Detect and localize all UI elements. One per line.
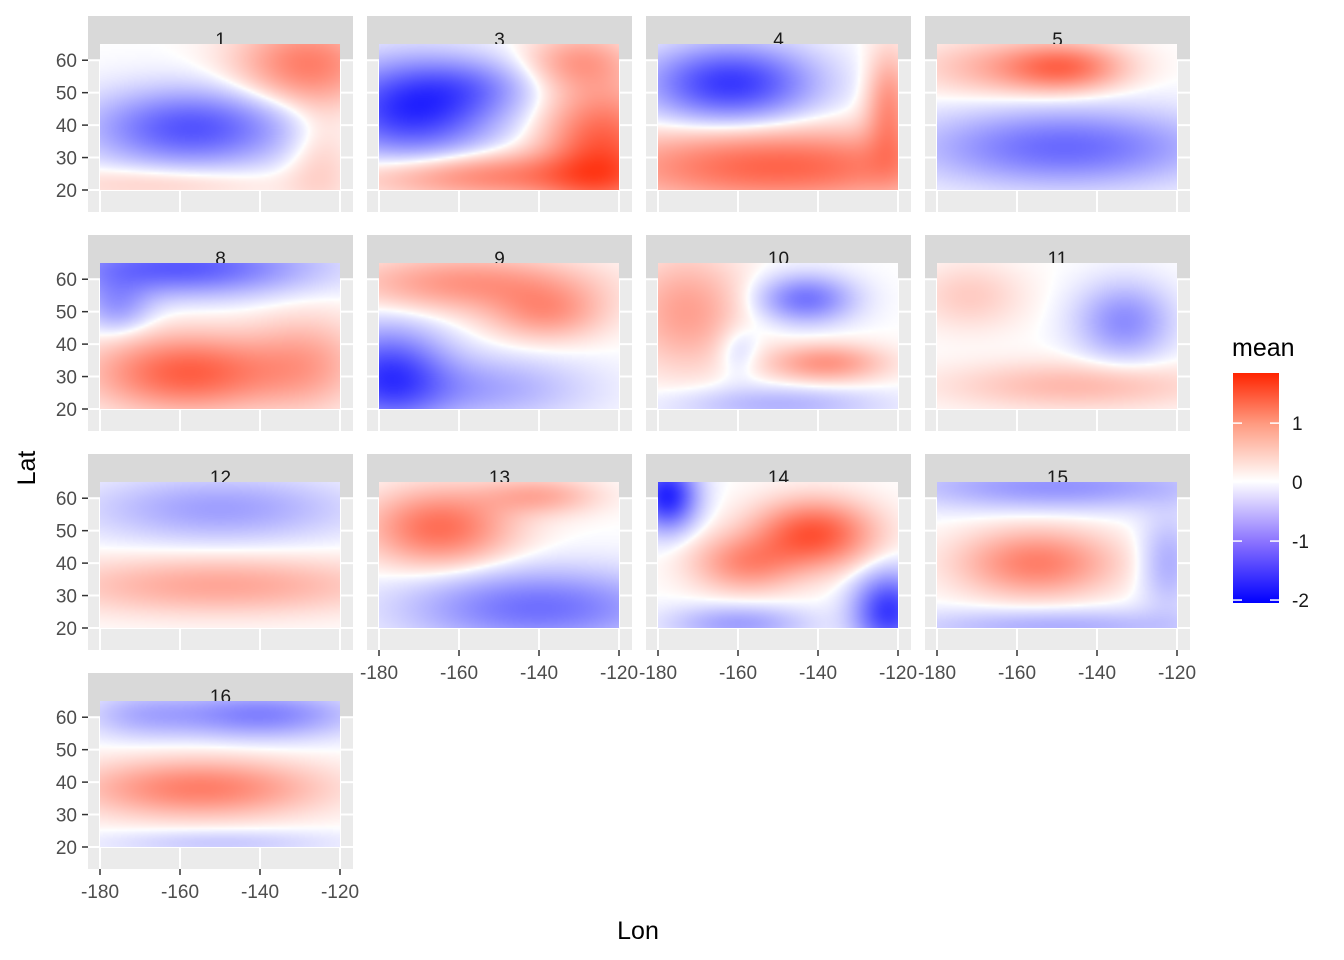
x-tick-label: -180 <box>81 882 119 903</box>
x-tick-label: -180 <box>639 663 677 684</box>
x-tick-label: -160 <box>440 663 478 684</box>
y-tick-label: 40 <box>56 554 77 575</box>
x-axis-title: Lon <box>617 917 659 945</box>
legend-tick-label: -2 <box>1292 591 1309 612</box>
y-tick-label: 50 <box>56 741 77 762</box>
legend-ticks: 1 0 -1 -2 <box>1233 414 1309 612</box>
facet-panel-11: 11 <box>925 235 1190 431</box>
heatmap-field <box>100 482 340 628</box>
y-tick-label: 20 <box>56 400 77 421</box>
y-tick-label: 20 <box>56 838 77 859</box>
heatmap-field <box>379 263 619 409</box>
y-tick-label: 60 <box>56 708 77 729</box>
y-tick-label: 20 <box>56 181 77 202</box>
facet-panel-3: 3 <box>367 16 632 212</box>
facet-panel-5: 5 <box>925 16 1190 212</box>
x-tick-label: -140 <box>241 882 279 903</box>
y-axis-title: Lat <box>13 451 41 486</box>
heatmap-field <box>658 263 898 409</box>
facet-panel-14: 14-180 -160 -140 -120 <box>639 454 917 684</box>
heatmap-field <box>379 482 619 628</box>
y-tick-label: 50 <box>56 303 77 324</box>
y-tick-label: 40 <box>56 335 77 356</box>
x-tick-label: -140 <box>1078 663 1116 684</box>
x-tick-label: -160 <box>161 882 199 903</box>
y-tick-label: 60 <box>56 51 77 72</box>
legend-tick-label: -1 <box>1292 532 1309 553</box>
facet-strip-label: 5 <box>1052 30 1063 51</box>
facet-panel-13: 13-180 -160 -140 -120 <box>360 454 638 684</box>
facet-strip-label: 9 <box>494 249 505 270</box>
x-tick-label: -140 <box>520 663 558 684</box>
heatmap-field <box>937 482 1177 628</box>
x-tick-label: -180 <box>360 663 398 684</box>
heatmap-field <box>658 482 898 628</box>
facet-panel-15: 15-180 -160 -140 -120 <box>918 454 1196 684</box>
legend-title: mean <box>1232 334 1295 362</box>
heatmap-field <box>100 263 340 409</box>
y-tick-label: 40 <box>56 116 77 137</box>
y-tick-label: 30 <box>56 806 77 827</box>
y-tick-label: 50 <box>56 522 77 543</box>
facet-panel-10: 10 <box>646 235 911 431</box>
heatmap-field <box>937 263 1177 409</box>
facet-strip-label: 4 <box>773 30 784 51</box>
x-tick-label: -160 <box>998 663 1036 684</box>
heatmap-field <box>100 44 340 190</box>
y-tick-label: 60 <box>56 270 77 291</box>
legend-tick-label: 1 <box>1292 414 1303 435</box>
heatmap-field <box>379 44 619 190</box>
legend-colorbar <box>1233 373 1279 603</box>
facet-panel-4: 4 <box>646 16 911 212</box>
y-tick-label: 30 <box>56 587 77 608</box>
heatmap-field <box>658 44 898 190</box>
facet-strip-label: 1 <box>215 30 226 51</box>
legend-tick-label: 0 <box>1292 473 1303 494</box>
facet-panel-9: 9 <box>367 235 632 431</box>
heatmap-field <box>100 701 340 847</box>
facet-panel-1: 1 20 30 40 50 60 <box>56 16 353 212</box>
facet-strip-label: 8 <box>215 249 226 270</box>
facet-strip-label: 3 <box>494 30 505 51</box>
legend: mean 1 0 -1 -2 <box>1232 334 1309 612</box>
x-tick-label: -160 <box>719 663 757 684</box>
y-tick-label: 30 <box>56 368 77 389</box>
x-tick-label: -180 <box>918 663 956 684</box>
y-tick-label: 60 <box>56 489 77 510</box>
x-tick-label: -120 <box>1158 663 1196 684</box>
y-tick-label: 20 <box>56 619 77 640</box>
x-tick-label: -120 <box>600 663 638 684</box>
x-tick-label: -120 <box>321 882 359 903</box>
y-tick-label: 50 <box>56 84 77 105</box>
x-tick-label: -120 <box>879 663 917 684</box>
heatmap-field <box>937 44 1177 190</box>
y-tick-label: 30 <box>56 149 77 170</box>
y-tick-label: 40 <box>56 773 77 794</box>
facet-panel-8: 8 20 30 40 50 60 <box>56 235 353 431</box>
x-tick-label: -140 <box>799 663 837 684</box>
